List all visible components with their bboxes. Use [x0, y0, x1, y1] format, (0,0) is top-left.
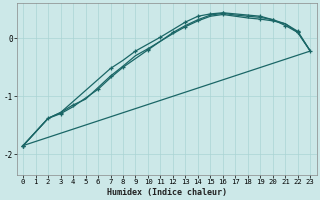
X-axis label: Humidex (Indice chaleur): Humidex (Indice chaleur) — [107, 188, 227, 197]
